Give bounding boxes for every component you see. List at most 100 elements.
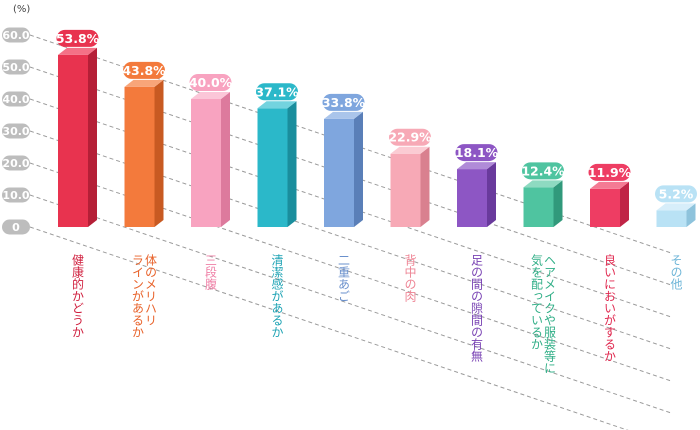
bar-top: [191, 92, 230, 99]
category-label-line: 良いにおいがするか: [603, 253, 617, 362]
y-tick-pill: [2, 91, 30, 107]
bar-3: [191, 92, 230, 227]
grid-line-0: [29, 226, 629, 430]
bar-front: [457, 169, 487, 227]
value-label-text: 18.1%: [455, 145, 499, 160]
y-tick-5: 50.0: [2, 59, 30, 75]
bar-front: [390, 153, 421, 227]
category-label-1: 健康的かどうか: [71, 254, 85, 338]
value-label-pill: [56, 29, 99, 47]
category-label-10: その他: [669, 254, 683, 290]
bar-top: [390, 146, 430, 154]
bar-side: [354, 111, 363, 227]
category-label-line: 清潔感があるか: [270, 254, 284, 338]
category-label-line: 三段腹: [204, 254, 218, 291]
value-label-pill: [256, 83, 298, 101]
bar-top: [590, 181, 629, 189]
y-tick-2: 20.0: [2, 155, 30, 171]
bars: [58, 47, 696, 228]
category-label-line: 二重あご: [337, 254, 351, 302]
y-tick-label: 10.0: [2, 189, 29, 202]
value-label-text: 40.0%: [189, 75, 233, 90]
value-label-6: 22.9%: [388, 128, 432, 146]
value-label-pill: [655, 185, 697, 203]
value-label-pill: [189, 74, 232, 91]
bar-front: [656, 210, 687, 227]
bar-front: [191, 99, 221, 227]
bar-front: [257, 108, 288, 227]
value-label-pill: [522, 162, 564, 180]
category-label-7: 足の間の隙間の有無: [470, 254, 484, 363]
bar-top: [124, 79, 164, 87]
value-label-8: 12.4%: [521, 162, 565, 180]
value-label-text: 37.1%: [255, 84, 299, 99]
bar-10: [656, 203, 696, 227]
value-label-7: 18.1%: [455, 144, 499, 162]
bar-side: [686, 203, 696, 227]
y-tick-6: 60.0: [2, 27, 30, 43]
category-label-line: 体のメリハリ: [144, 254, 158, 326]
y-tick-1: 10.0: [2, 187, 30, 203]
value-label-text: 12.4%: [521, 163, 565, 178]
value-label-1: 53.8%: [56, 29, 100, 47]
value-label-9: 11.9%: [588, 163, 632, 181]
bar-9: [590, 181, 629, 227]
value-label-text: 22.9%: [388, 130, 432, 145]
value-label-text: 53.8%: [56, 31, 100, 46]
y-tick-pill: [2, 27, 30, 43]
y-tick-label: 20.0: [2, 157, 29, 170]
value-label-pill: [588, 163, 631, 181]
category-label-line: 足の間の隙間の有無: [470, 254, 484, 363]
value-label-text: 33.8%: [322, 95, 366, 110]
bar-top: [656, 203, 696, 211]
bar-top: [457, 162, 496, 170]
category-label-line: その他: [669, 254, 683, 290]
bar-front: [590, 188, 620, 227]
bar-side: [221, 92, 230, 227]
value-label-text: 43.8%: [122, 63, 166, 78]
bar-8: [523, 180, 563, 227]
y-tick-pill: [2, 123, 30, 139]
value-label-4: 37.1%: [255, 83, 299, 101]
bar-7: [457, 162, 496, 227]
bar-5: [324, 111, 363, 227]
category-label-line: 気を配っているか: [530, 253, 544, 350]
bar-top: [324, 111, 363, 119]
value-label-10: 5.2%: [655, 185, 697, 203]
category-label-line: 健康的かどうか: [71, 254, 85, 338]
y-tick-0: 0: [2, 219, 30, 235]
bar-1: [58, 47, 97, 228]
value-label-3: 40.0%: [189, 74, 233, 91]
category-label-9: 良いにおいがするか: [603, 253, 617, 362]
value-label-pill: [455, 144, 498, 162]
value-label-text: 11.9%: [588, 165, 632, 180]
bar-top: [58, 47, 97, 55]
bar-side: [154, 79, 164, 227]
category-label-4: 清潔感があるか: [270, 254, 284, 338]
value-label-pill: [123, 61, 165, 79]
y-tick-pill: [2, 59, 30, 75]
bar-side: [487, 162, 496, 227]
y-tick-label: 60.0: [2, 29, 29, 42]
bar-side: [620, 181, 629, 227]
value-label-2: 43.8%: [122, 61, 166, 79]
bar-6: [390, 146, 430, 227]
y-axis: 0 10.0 20.0 30.0 40.0 50.0 60.0: [2, 27, 30, 235]
y-tick-label: 30.0: [2, 125, 29, 138]
value-label-5: 33.8%: [322, 93, 366, 111]
y-tick-4: 40.0: [2, 91, 30, 107]
bar-top: [257, 101, 297, 109]
bar-front: [58, 54, 88, 228]
category-label-3: 三段腹: [204, 254, 218, 291]
grid-line-1: [29, 194, 673, 414]
category-label-line: ヘアメイクや服装等に: [543, 254, 557, 374]
y-tick-label: 40.0: [2, 93, 29, 106]
bar-side: [287, 101, 297, 227]
category-label-5: 二重あご: [337, 254, 351, 302]
y-tick-label: 0: [12, 221, 20, 234]
